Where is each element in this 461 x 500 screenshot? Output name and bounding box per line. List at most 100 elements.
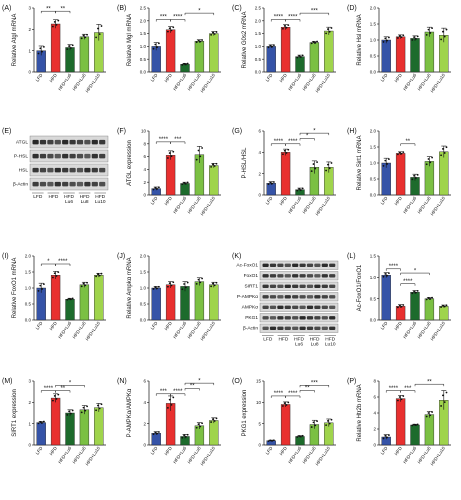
- blot-band: [277, 295, 284, 299]
- x-tick-label: HFD: [49, 445, 59, 456]
- data-point: [37, 289, 40, 292]
- data-point: [382, 437, 385, 440]
- blot-band: [39, 167, 47, 173]
- data-point: [386, 163, 388, 165]
- significance-bracket: [299, 132, 330, 136]
- blot-band: [329, 305, 336, 310]
- data-point: [388, 36, 390, 39]
- x-tick-label: HFD+Lu10: [429, 195, 446, 216]
- x-tick-label: HFD: [394, 320, 404, 331]
- significance-bracket: [55, 10, 71, 14]
- blot-band: [306, 284, 314, 289]
- blot-band: [284, 326, 291, 331]
- blot-strip: [259, 313, 339, 323]
- significance-label: ****: [173, 389, 183, 395]
- y-tick-label: 1.5: [25, 270, 32, 275]
- blot-k: (K) Ac-FoxO1 FoxO1 SIRT1 P-AMPKα AMPKα PKG1 β-A…: [232, 253, 339, 348]
- data-point: [429, 161, 432, 164]
- data-point: [416, 290, 419, 292]
- panel-label: (N): [117, 378, 127, 385]
- y-tick-label: 4: [143, 167, 146, 172]
- data-point: [310, 170, 313, 173]
- significance-label: ****: [403, 279, 413, 285]
- bar: [94, 407, 104, 446]
- blot-band: [76, 167, 84, 173]
- x-tick-label: HFD: [279, 195, 289, 206]
- bar: [381, 275, 391, 321]
- data-point: [382, 275, 385, 278]
- blot-band: [321, 326, 328, 331]
- y-axis-label: P-AMPKα/AMPKα: [127, 388, 133, 437]
- x-tick-label: HFD+Lu8: [302, 445, 317, 464]
- blot-band: [277, 316, 284, 320]
- data-point: [181, 436, 184, 439]
- data-point: [186, 281, 189, 284]
- data-point: [398, 304, 401, 307]
- y-tick-label: 1.0: [25, 286, 32, 291]
- significance-label: ****: [389, 264, 399, 270]
- x-tick-label: HFD: [49, 320, 59, 331]
- y-axis-label: Relative Ampkα mRNA: [127, 257, 133, 318]
- y-tick-label: 2.0: [255, 18, 262, 23]
- data-point: [427, 412, 430, 414]
- data-point: [185, 435, 187, 438]
- data-point: [210, 421, 213, 423]
- data-point: [52, 25, 54, 28]
- significance-bracket: [184, 388, 200, 391]
- y-tick-label: 2: [258, 171, 261, 176]
- data-point: [181, 183, 184, 186]
- significance-bracket: [170, 393, 186, 396]
- data-point: [195, 158, 198, 161]
- significance-label: ***: [160, 389, 168, 395]
- data-point: [82, 34, 85, 37]
- blot-band: [54, 167, 61, 173]
- data-point: [197, 278, 200, 281]
- data-point: [384, 159, 387, 162]
- data-point: [413, 290, 415, 293]
- data-point: [301, 187, 304, 190]
- blot-band: [32, 167, 39, 173]
- significance-bracket: [285, 19, 301, 22]
- blot-row-label: P-HSL: [14, 153, 28, 159]
- significance-bracket: [170, 141, 186, 144]
- data-point: [213, 165, 216, 167]
- blot-band: [269, 284, 277, 289]
- data-point: [71, 44, 74, 47]
- data-point: [183, 181, 186, 184]
- data-point: [170, 29, 173, 32]
- data-point: [282, 153, 284, 156]
- data-point: [425, 33, 428, 36]
- panel-c: (C)Relative G0s2 mRNA 0.0 0.5 1.0 1.5 2.0 2.5 L…: [232, 5, 336, 94]
- blot-strip: [29, 149, 109, 163]
- data-point: [152, 433, 155, 436]
- data-point: [156, 287, 159, 290]
- data-point: [386, 39, 388, 42]
- data-point: [172, 26, 175, 29]
- bar: [50, 397, 61, 446]
- blot-strip: [259, 302, 339, 312]
- significance-label: ***: [311, 380, 319, 386]
- blot-band: [69, 167, 76, 173]
- data-point: [442, 30, 444, 33]
- data-point: [287, 24, 290, 27]
- x-tick-label: HFD+Lu10: [199, 195, 216, 216]
- blot-band: [39, 181, 47, 187]
- blot-strip: [29, 135, 109, 149]
- y-axis-label: Relative Htr2b mRNA: [357, 384, 363, 441]
- data-point: [440, 405, 442, 407]
- blot-band: [62, 167, 69, 173]
- data-point: [57, 393, 60, 396]
- x-tick-label: HFD+Lu10: [199, 72, 216, 93]
- data-point: [183, 283, 186, 285]
- data-point: [285, 26, 288, 29]
- x-tick-label: HFD+Lu8: [417, 72, 432, 91]
- blot-band: [91, 167, 98, 173]
- blot-strip: [259, 323, 339, 333]
- blot-band: [62, 139, 69, 145]
- bar: [209, 33, 219, 73]
- data-point: [312, 163, 315, 165]
- data-point: [440, 306, 442, 309]
- blot-band: [84, 181, 91, 187]
